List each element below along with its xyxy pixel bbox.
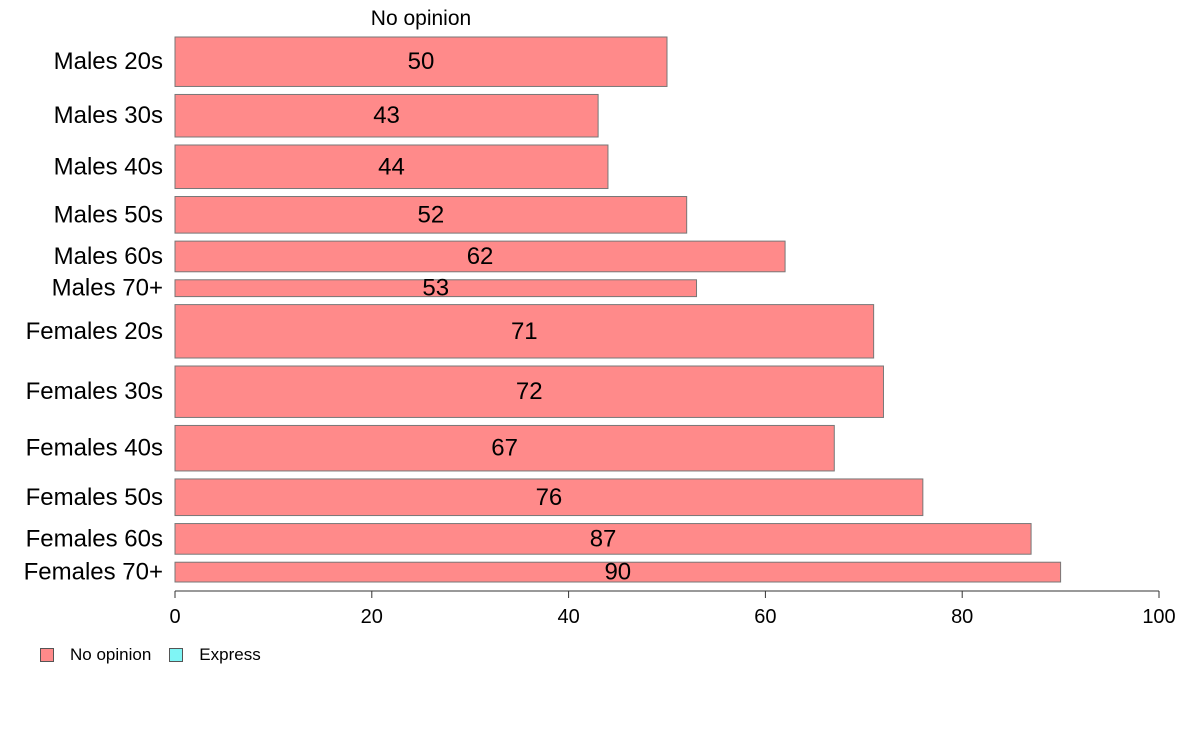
category-label: Males 30s: [54, 102, 163, 129]
chart-title: No opinion: [371, 7, 471, 30]
category-label: Males 20s: [54, 48, 163, 75]
legend-label-no-opinion: No opinion: [70, 645, 152, 664]
value-label: 43: [373, 102, 400, 129]
bar-0: [174, 36, 668, 87]
x-tick-label: 40: [557, 606, 579, 628]
value-label: 50: [408, 48, 435, 75]
category-label: Females 20s: [26, 318, 163, 345]
x-tick-label: 0: [169, 606, 180, 628]
value-label: 71: [511, 318, 538, 345]
bar-4: [174, 240, 786, 273]
x-tick-label: 100: [1142, 606, 1175, 628]
category-label: Females 30s: [26, 378, 163, 405]
value-labels: 50 43 44 52 62 53 71 72 67 76 87 90: [373, 48, 631, 585]
value-label: 76: [536, 484, 563, 511]
category-label: Males 70+: [52, 275, 163, 302]
value-label: 52: [417, 201, 444, 228]
bar-8: [174, 424, 835, 472]
category-label: Females 60s: [26, 525, 163, 552]
category-label: Males 40s: [54, 153, 163, 180]
bar-11: [174, 561, 1062, 583]
bar-9: [174, 478, 924, 517]
x-tick-label: 80: [951, 606, 973, 628]
value-label: 90: [604, 559, 631, 586]
bar-1: [174, 93, 599, 138]
legend-item-no-opinion: No opinion: [40, 645, 151, 665]
value-label: 72: [516, 378, 543, 405]
value-label: 67: [491, 435, 518, 462]
category-label: Females 70+: [24, 559, 163, 586]
category-label: Females 50s: [26, 484, 163, 511]
bar-5: [174, 279, 698, 298]
legend-label-express: Express: [199, 645, 261, 664]
category-label: Females 40s: [26, 435, 163, 462]
category-label: Males 50s: [54, 201, 163, 228]
value-label: 87: [590, 525, 617, 552]
bar-2: [174, 144, 609, 190]
bar-7: [174, 365, 884, 418]
legend: No opinion Express: [40, 645, 279, 665]
category-labels: Males 20s Males 30s Males 40s Males 50s Male…: [24, 48, 163, 585]
value-label: 53: [422, 275, 449, 302]
bar-3: [174, 196, 688, 234]
legend-item-express: Express: [169, 645, 261, 665]
x-tick-label: 20: [361, 606, 383, 628]
value-label: 62: [467, 243, 494, 270]
value-label: 44: [378, 153, 405, 180]
bar-10: [174, 523, 1032, 555]
category-label: Males 60s: [54, 243, 163, 270]
bars-group: [174, 36, 1062, 583]
legend-swatch-express: [169, 648, 184, 662]
bar-6: [174, 304, 875, 359]
legend-swatch-no-opinion: [40, 648, 54, 662]
x-axis: 0 20 40 60 80 100: [169, 590, 1176, 628]
x-tick-label: 60: [754, 606, 776, 628]
